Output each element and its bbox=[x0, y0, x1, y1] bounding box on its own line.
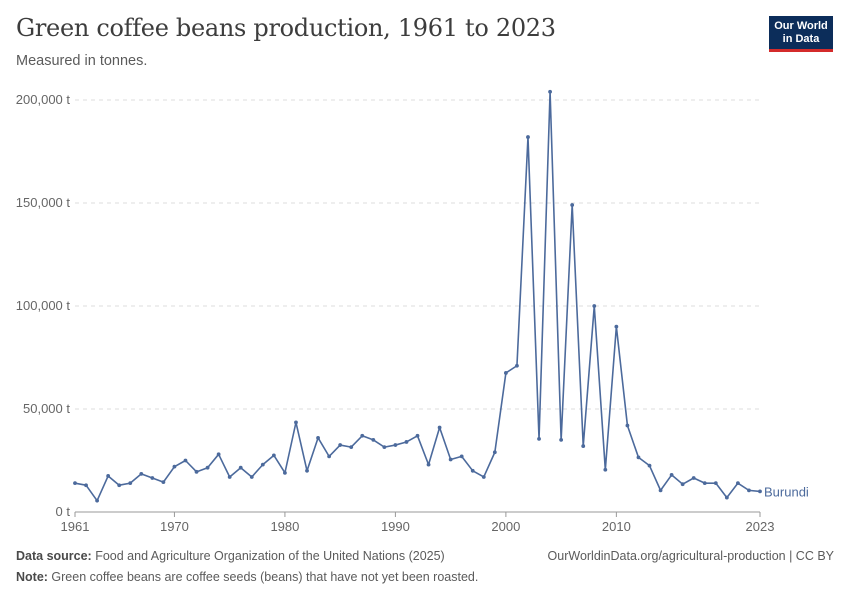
data-point-1990 bbox=[393, 443, 398, 447]
x-tick-label-2023: 2023 bbox=[746, 519, 775, 534]
series-line-burundi bbox=[74, 90, 761, 502]
data-point-1977 bbox=[249, 475, 254, 479]
y-tick-label-200000: 200,000 t bbox=[16, 92, 71, 107]
y-tick-label-50000: 50,000 t bbox=[23, 401, 70, 416]
source-url-license[interactable]: OurWorldinData.org/agricultural-producti… bbox=[547, 549, 834, 563]
data-point-1997 bbox=[470, 468, 475, 473]
data-point-2010 bbox=[614, 324, 619, 329]
data-point-1991 bbox=[404, 440, 409, 444]
data-point-2018 bbox=[702, 481, 707, 486]
data-point-2011 bbox=[625, 423, 630, 428]
y-tick-label-0: 0 t bbox=[56, 504, 71, 519]
data-point-1982 bbox=[305, 468, 309, 473]
series-label-burundi: Burundi bbox=[764, 484, 809, 499]
x-tick-label-1990: 1990 bbox=[381, 519, 410, 534]
data-point-1994 bbox=[437, 425, 442, 430]
data-point-2006 bbox=[570, 203, 575, 207]
data-point-2014 bbox=[658, 488, 663, 493]
data-point-1989 bbox=[382, 445, 387, 450]
data-point-2023 bbox=[758, 489, 762, 494]
data-point-1964 bbox=[106, 474, 111, 478]
data-point-2000 bbox=[503, 371, 508, 375]
chart-subtitle: Measured in tonnes. bbox=[16, 53, 148, 69]
y-axis-ticks: 0 t 50,000 t 100,000 t 150,000 t 200,000 t bbox=[16, 92, 71, 519]
data-point-2020 bbox=[724, 495, 729, 500]
data-point-2015 bbox=[669, 473, 674, 477]
y-tick-label-150000: 150,000 t bbox=[16, 195, 71, 210]
x-tick-label-2000: 2000 bbox=[491, 519, 520, 534]
data-point-1983 bbox=[316, 435, 320, 440]
data-point-2017 bbox=[691, 476, 696, 480]
data-point-1962 bbox=[84, 483, 88, 488]
data-point-2009 bbox=[603, 467, 608, 472]
data-point-2001 bbox=[515, 363, 519, 368]
data-point-2003 bbox=[537, 436, 541, 441]
data-point-2016 bbox=[680, 482, 685, 487]
data-point-1981 bbox=[294, 420, 298, 425]
grid-lines bbox=[75, 99, 760, 410]
data-point-2021 bbox=[736, 481, 740, 486]
data-point-1969 bbox=[161, 480, 166, 485]
data-point-1993 bbox=[426, 462, 431, 467]
x-tick-label-1980: 1980 bbox=[270, 519, 299, 534]
data-point-1979 bbox=[271, 453, 276, 458]
data-point-2019 bbox=[713, 481, 718, 486]
source-label: Data source: bbox=[16, 549, 92, 563]
data-point-1972 bbox=[194, 469, 199, 474]
x-axis: 1961 1970 1980 1990 2000 2010 2023 bbox=[61, 511, 775, 534]
data-point-1978 bbox=[260, 462, 265, 467]
data-point-1986 bbox=[349, 445, 354, 450]
source-text: Food and Agriculture Organization of the… bbox=[91, 549, 445, 563]
logo-line-1: Our World bbox=[774, 20, 828, 32]
x-tick-label-2010: 2010 bbox=[602, 519, 631, 534]
data-point-1987 bbox=[360, 433, 365, 438]
data-point-1974 bbox=[216, 452, 221, 457]
data-point-1995 bbox=[448, 457, 453, 462]
data-point-1961 bbox=[73, 481, 77, 486]
owid-logo[interactable]: Our World in Data bbox=[769, 16, 833, 52]
data-point-1988 bbox=[371, 438, 376, 442]
data-point-2007 bbox=[581, 444, 586, 448]
data-point-1984 bbox=[327, 454, 332, 459]
data-point-1973 bbox=[205, 465, 210, 470]
y-tick-label-100000: 100,000 t bbox=[16, 298, 71, 313]
data-point-1998 bbox=[481, 475, 486, 479]
data-point-1996 bbox=[459, 454, 464, 459]
data-point-1980 bbox=[283, 470, 287, 475]
data-point-1968 bbox=[150, 476, 155, 480]
note-text: Green coffee beans are coffee seeds (bea… bbox=[47, 570, 479, 584]
source-line: Data source: Food and Agriculture Organi… bbox=[16, 549, 445, 563]
data-point-2012 bbox=[636, 455, 641, 460]
data-point-1971 bbox=[183, 458, 188, 463]
note-label: Note: bbox=[16, 570, 48, 584]
data-point-1970 bbox=[172, 464, 177, 469]
line-chart: 0 t 50,000 t 100,000 t 150,000 t 200,000 t 1… bbox=[16, 89, 809, 534]
data-point-1976 bbox=[238, 465, 243, 470]
data-point-1963 bbox=[95, 498, 99, 503]
data-point-1967 bbox=[139, 471, 144, 476]
x-tick-label-1970: 1970 bbox=[160, 519, 189, 534]
data-point-2005 bbox=[559, 438, 564, 442]
data-point-2008 bbox=[592, 304, 597, 308]
data-point-2002 bbox=[526, 135, 530, 139]
data-point-1985 bbox=[338, 443, 343, 447]
series-burundi[interactable]: Burundi bbox=[73, 89, 809, 503]
data-point-1992 bbox=[415, 433, 420, 438]
x-tick-label-1961: 1961 bbox=[61, 519, 90, 534]
data-point-1965 bbox=[117, 483, 122, 488]
data-point-1975 bbox=[227, 475, 232, 479]
data-point-2022 bbox=[747, 488, 751, 493]
logo-line-2: in Data bbox=[782, 33, 820, 45]
chart-title: Green coffee beans production, 1961 to 2… bbox=[16, 14, 556, 42]
data-point-2004 bbox=[548, 89, 552, 94]
data-point-2013 bbox=[647, 463, 652, 468]
data-point-1999 bbox=[492, 450, 497, 455]
note-line: Note: Green coffee beans are coffee seed… bbox=[16, 570, 478, 584]
data-point-1966 bbox=[128, 481, 133, 486]
